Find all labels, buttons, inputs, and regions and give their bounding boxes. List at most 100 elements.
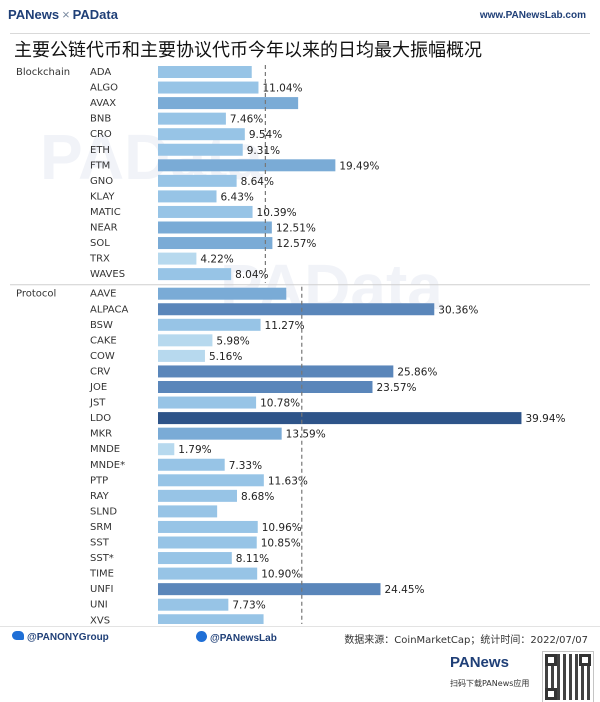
bar-matic [158, 205, 253, 218]
bar-gno [158, 174, 237, 187]
category-label: TIME [89, 569, 114, 580]
category-label: JST [89, 398, 106, 409]
bar-cro [158, 128, 245, 141]
category-label: LDO [90, 413, 111, 424]
value-label: 13.59% [286, 429, 326, 441]
facebook-label: @PANewsLab [210, 633, 277, 644]
bar-ldo [158, 412, 522, 425]
value-label: 8.04% [235, 269, 268, 281]
value-label: 10.78% [260, 398, 300, 410]
facebook-handle[interactable]: @PANewsLab [196, 631, 277, 644]
qr-corner-icon [545, 654, 557, 666]
category-label: NEAR [90, 223, 118, 234]
bar-chart: Blockchain ADA ALGO 11.04% AVAX BNB 7.46% CRO 9.… [0, 62, 600, 624]
bar-eth [158, 143, 243, 156]
category-label: GNO [90, 176, 113, 187]
category-label: KLAY [90, 191, 115, 202]
value-label: 7.33% [229, 460, 262, 472]
value-label: 4.22% [200, 254, 233, 266]
bar-jst [158, 396, 257, 409]
value-label: 10.39% [257, 207, 297, 219]
bar-bsw [158, 318, 261, 331]
facebook-icon [196, 631, 207, 642]
category-label: JOE [89, 382, 107, 393]
value-label: 12.51% [276, 223, 316, 235]
category-label: PTP [90, 475, 108, 486]
data-source: 数据来源：CoinMarketCap；统计时间：2022/07/07 [344, 635, 588, 646]
value-label: 5.16% [209, 351, 242, 363]
category-label: RAY [90, 491, 110, 502]
category-label: WAVES [90, 269, 125, 280]
twitter-handle[interactable]: @PANONYGroup [12, 631, 109, 643]
value-label: 8.11% [236, 553, 269, 565]
bar-slnd [158, 505, 218, 518]
bar-cake [158, 334, 213, 347]
category-label: MNDE [90, 444, 120, 455]
category-label: MATIC [90, 207, 121, 218]
category-label: COW [90, 351, 115, 362]
value-label: 30.36% [438, 304, 478, 316]
value-label: 24.45% [384, 584, 424, 596]
bar-klay [158, 190, 217, 203]
category-label: UNI [90, 600, 108, 611]
value-label: 5.98% [216, 335, 249, 347]
category-label: SRM [90, 522, 112, 533]
header-bar: PANews × PAData www.PANewsLab.com [0, 0, 600, 32]
site-url[interactable]: www.PANewsLab.com [479, 10, 586, 21]
group-label-protocol: Protocol [16, 289, 56, 300]
category-label: TRX [89, 254, 110, 265]
category-label: SST* [90, 553, 114, 564]
chart-title: 主要公链代币和主要协议代币今年以来的日均最大振幅概况 [14, 40, 482, 61]
bar-ada [158, 66, 252, 78]
category-label: MNDE* [90, 460, 125, 471]
value-label: 10.90% [261, 569, 301, 581]
bar-mnde* [158, 458, 225, 471]
bar-cow [158, 349, 205, 362]
value-label: 9.31% [247, 145, 280, 157]
category-label: ALPACA [90, 304, 128, 315]
group-label-blockchain: Blockchain [16, 67, 70, 78]
category-label: ADA [90, 67, 111, 78]
qr-corner-icon [579, 654, 591, 666]
bar-srm [158, 520, 258, 533]
brand-logo: PANews × PAData [8, 7, 118, 22]
twitter-label: @PANONYGroup [27, 632, 109, 643]
bar-trx [158, 252, 197, 265]
bar-waves [158, 268, 232, 281]
category-label: UNFI [90, 584, 114, 595]
value-label: 10.85% [261, 538, 301, 550]
category-label: AVAX [90, 98, 116, 109]
value-label: 10.96% [262, 522, 302, 534]
category-label: ALGO [90, 83, 118, 94]
twitter-icon [12, 631, 24, 640]
bar-bnb [158, 112, 226, 125]
category-label: BNB [90, 114, 111, 125]
value-label: 39.94% [525, 413, 565, 425]
qr-code[interactable] [542, 651, 594, 702]
bar-unfi [158, 583, 381, 596]
value-label: 7.73% [232, 600, 265, 612]
bar-mkr [158, 427, 282, 440]
bar-avax [158, 97, 299, 110]
bar-mnde [158, 443, 175, 456]
bar-crv [158, 365, 394, 378]
category-label: AAVE [90, 289, 116, 300]
bar-sol [158, 237, 273, 250]
category-label: FTM [90, 160, 110, 171]
category-label: BSW [90, 320, 113, 331]
value-label: 11.27% [265, 320, 305, 332]
bar-algo [158, 81, 259, 94]
value-label: 11.04% [262, 83, 302, 95]
category-label: SOL [90, 238, 110, 249]
bottom-area: PANews 扫码下载PANews应用 [0, 648, 600, 702]
panews-logo: PANews [450, 654, 509, 671]
value-label: 8.64% [241, 176, 274, 188]
value-label: 6.43% [221, 191, 254, 203]
bar-time [158, 567, 258, 580]
category-label: XVS [90, 615, 110, 624]
bar-alpaca [158, 303, 435, 316]
value-label: 7.46% [230, 114, 263, 126]
title-divider [10, 33, 590, 34]
brand-panews: PANews [8, 7, 60, 22]
value-label: 12.57% [276, 238, 316, 250]
